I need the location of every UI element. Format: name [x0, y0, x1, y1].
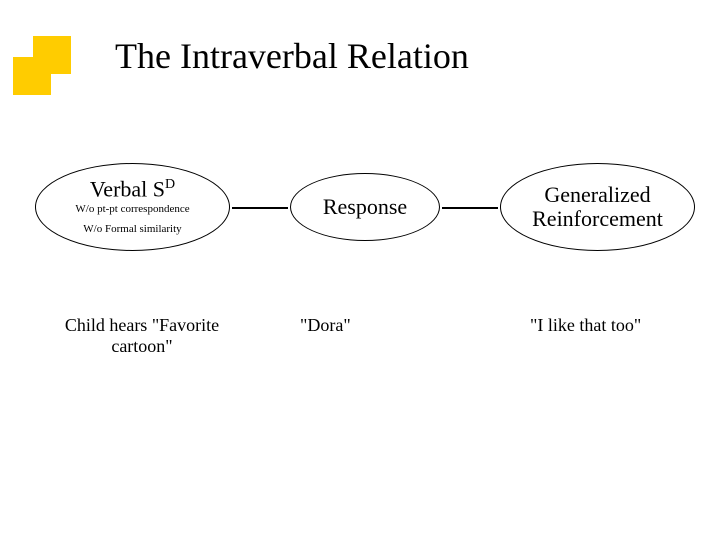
example-response: "Dora" — [300, 315, 351, 336]
example-stimulus: Child hears "Favorite cartoon" — [42, 315, 242, 357]
node-verbal-sd-label: Verbal SD — [90, 177, 175, 202]
connector-response-reinforcement — [442, 207, 498, 209]
sd-sub1: W/o pt-pt correspondence — [75, 202, 189, 216]
example-stimulus-line2: cartoon" — [42, 336, 242, 357]
accent-block-2 — [13, 57, 51, 95]
node-verbal-sd: Verbal SD W/o pt-pt correspondence W/o F… — [35, 163, 230, 251]
example-reinforcement: "I like that too" — [530, 315, 641, 336]
node-reinforcement: Generalized Reinforcement — [500, 163, 695, 251]
sd-label-sup: D — [165, 177, 175, 192]
reinf-line2: Reinforcement — [532, 207, 663, 231]
node-response: Response — [290, 173, 440, 241]
page-title: The Intraverbal Relation — [115, 35, 469, 77]
sd-sub2: W/o Formal similarity — [83, 222, 181, 236]
connector-sd-response — [232, 207, 288, 209]
node-response-label: Response — [323, 195, 407, 219]
sd-label-pre: Verbal S — [90, 177, 165, 202]
example-stimulus-line1: Child hears "Favorite — [42, 315, 242, 336]
reinf-line1: Generalized — [544, 183, 650, 207]
